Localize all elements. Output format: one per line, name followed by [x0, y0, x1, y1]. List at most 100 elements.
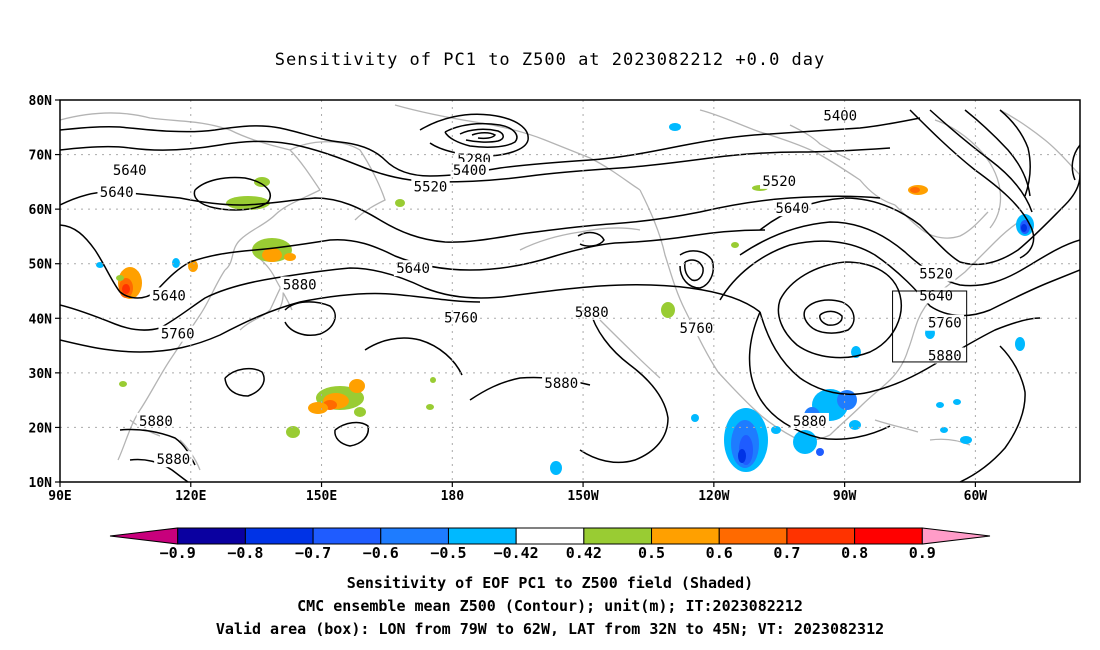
colorbar-label: 0.5	[638, 544, 665, 562]
contour-label: 5880	[139, 414, 173, 430]
sensitivity-patch	[816, 448, 824, 456]
colorbar-swatch	[583, 527, 653, 545]
contour-label-bg	[441, 309, 481, 326]
colorbar-swatch	[109, 527, 179, 545]
sensitivity-patch	[308, 402, 328, 414]
colorbar-label: −0.9	[160, 544, 196, 562]
longitude-labels: 90E 120E 150E 180 150W 120W 90W 60W	[48, 489, 987, 504]
colorbar-label: −0.7	[295, 544, 331, 562]
contour-labels: 5640564052805400552054005520564056405640…	[97, 107, 965, 468]
map-title: Sensitivity of PC1 to Z500 at 2023082212…	[274, 50, 826, 70]
sensitivity-shading	[96, 123, 1034, 475]
lat-label: 80N	[29, 94, 53, 109]
colorbar-label: −0.6	[363, 544, 399, 562]
contour-label-bg	[572, 303, 611, 320]
valid-area-box	[892, 290, 968, 363]
sensitivity-patch	[691, 414, 699, 422]
colorbar-labels: −0.9 −0.8 −0.7 −0.6 −0.5 −0.42 0.42 0.5 0.6 0.7 0.…	[160, 544, 936, 562]
contour-label-bg	[790, 412, 829, 429]
contour-label: 5640	[775, 201, 809, 217]
colorbar-swatch	[177, 527, 246, 545]
contour-label: 5640	[152, 288, 186, 304]
contour-label-bg	[110, 161, 149, 178]
contour-label: 5640	[100, 185, 134, 201]
contour-label: 5880	[544, 376, 578, 392]
sensitivity-patch	[661, 302, 675, 318]
contour-label: 5760	[161, 327, 195, 343]
sensitivity-patch	[849, 420, 861, 430]
contour-label-bg	[542, 374, 581, 391]
coastlines	[60, 104, 1080, 471]
contour-label: 5760	[928, 316, 962, 332]
sensitivity-patch	[910, 187, 920, 193]
sensitivity-patch	[771, 426, 781, 434]
contour-label: 5880	[793, 414, 827, 430]
lon-label: 90W	[833, 489, 857, 504]
colorbar-swatch	[651, 527, 720, 545]
contour-label-bg	[158, 325, 197, 342]
lon-label: 90E	[48, 489, 71, 504]
sensitivity-patch	[284, 253, 296, 261]
caption-line-3: Valid area (box): LON from 79W to 62W, L…	[215, 620, 885, 638]
colorbar-swatch	[312, 527, 382, 545]
colorbar-label: −0.5	[430, 544, 466, 562]
lat-label: 40N	[29, 312, 53, 327]
contour-label-bg	[677, 320, 716, 337]
contour-label: 5880	[283, 278, 317, 294]
contour-label-bg	[154, 451, 193, 468]
sensitivity-patch	[669, 123, 681, 131]
contour-label: 5880	[575, 305, 609, 321]
contour-label-bg	[916, 265, 956, 282]
contour-label: 5760	[680, 321, 714, 337]
sensitivity-patch	[172, 258, 180, 268]
sensitivity-patch	[286, 426, 300, 438]
sensitivity-patch	[122, 284, 130, 294]
colorbar-label: −0.8	[227, 544, 263, 562]
lon-label: 180	[441, 489, 465, 504]
contour-label-bg	[760, 172, 799, 189]
contour-label: 5520	[762, 174, 796, 190]
sensitivity-patch	[254, 177, 270, 187]
contour-label-bg	[773, 200, 812, 217]
contour-label: 5400	[823, 108, 857, 124]
colorbar-swatch	[380, 527, 449, 545]
colorbar	[109, 527, 991, 545]
colorbar-label: 0.6	[706, 544, 733, 562]
contour-label-bg	[450, 161, 489, 178]
contour-label: 5520	[414, 179, 448, 195]
contour-label-bg	[97, 183, 136, 200]
sensitivity-patch	[116, 275, 124, 281]
sensitivity-patch	[738, 449, 746, 463]
lon-label: 120W	[698, 489, 729, 504]
contour-label: 5880	[156, 452, 190, 468]
sensitivity-patch	[426, 404, 434, 410]
lon-label: 60W	[964, 489, 988, 504]
sensitivity-patch	[1015, 337, 1025, 351]
lat-label: 30N	[29, 367, 53, 382]
colorbar-swatch	[515, 527, 585, 545]
lat-label: 10N	[29, 476, 53, 491]
contour-label: 5640	[396, 261, 430, 277]
colorbar-swatch	[854, 527, 923, 545]
lat-label: 50N	[29, 258, 53, 273]
colorbar-swatch	[786, 527, 856, 545]
sensitivity-patch	[349, 379, 365, 393]
axis-ticks	[55, 99, 976, 487]
contour-label-bg	[821, 107, 860, 124]
colorbar-swatch	[244, 527, 314, 545]
sensitivity-patch	[953, 399, 961, 405]
colorbar-label: 0.42	[566, 544, 602, 562]
colorbar-label: 0.9	[909, 544, 936, 562]
sensitivity-patch	[395, 199, 405, 207]
sensitivity-patch	[354, 407, 366, 417]
contour-label: 5520	[919, 267, 953, 283]
gridlines	[60, 100, 1080, 482]
sensitivity-patch	[940, 427, 948, 433]
lon-label: 120E	[175, 489, 206, 504]
colorbar-swatch	[447, 527, 517, 545]
colorbar-label: −0.42	[494, 544, 539, 562]
latitude-labels: 80N 70N 60N 50N 40N 30N 20N 10N	[29, 94, 53, 491]
sensitivity-patch	[119, 381, 127, 387]
sensitivity-patch	[262, 248, 282, 262]
